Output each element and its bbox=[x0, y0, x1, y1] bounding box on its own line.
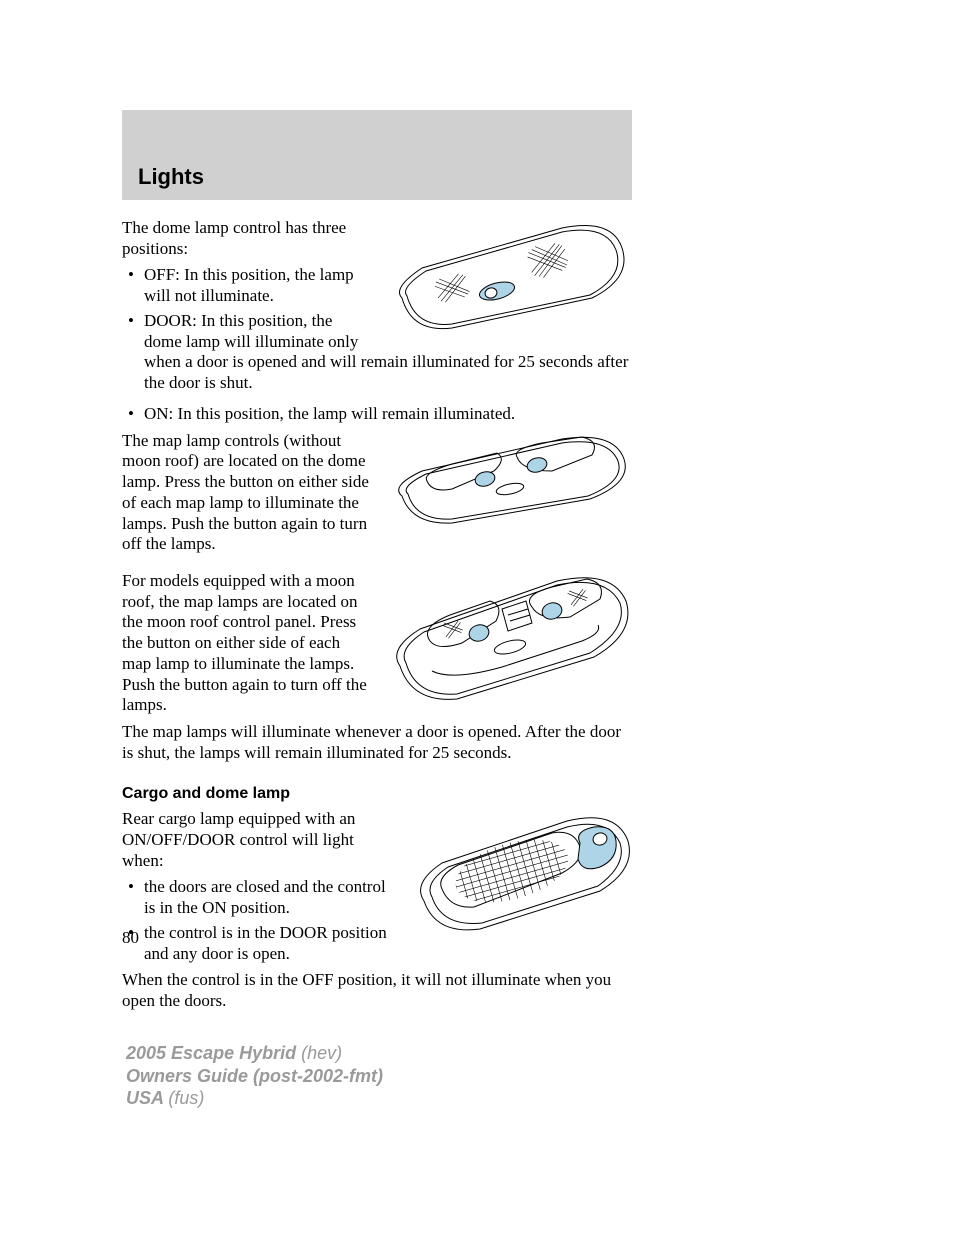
list-item: the control is in the DOOR position and … bbox=[122, 923, 632, 964]
list-item: ON: In this position, the lamp will rema… bbox=[122, 404, 632, 425]
footer-code-2: (fus) bbox=[168, 1088, 204, 1108]
footer-code-1: (hev) bbox=[301, 1043, 342, 1063]
list-item: the doors are closed and the control is … bbox=[122, 877, 632, 918]
doc-footer: 2005 Escape Hybrid (hev) Owners Guide (p… bbox=[126, 1042, 383, 1110]
page-content: The dome lamp control has three position… bbox=[122, 218, 632, 1018]
position-list-cont: ON: In this position, the lamp will rema… bbox=[122, 404, 632, 425]
footer-region: USA bbox=[126, 1088, 168, 1108]
footer-model: 2005 Escape Hybrid bbox=[126, 1043, 301, 1063]
moonroof-text-2: The map lamps will illuminate whenever a… bbox=[122, 722, 632, 763]
moonroof-panel-illustration bbox=[382, 571, 632, 711]
section-title: Lights bbox=[138, 164, 204, 190]
footer-line-1: 2005 Escape Hybrid (hev) bbox=[126, 1042, 383, 1065]
footer-line-3: USA (fus) bbox=[126, 1087, 383, 1110]
footer-line-2: Owners Guide (post-2002-fmt) bbox=[126, 1065, 383, 1088]
list-item: DOOR: In this position, the dome lamp wi… bbox=[122, 311, 632, 394]
page-number: 80 bbox=[122, 928, 139, 948]
position-list: OFF: In this position, the lamp will not… bbox=[122, 265, 632, 393]
map-lamp-illustration bbox=[382, 431, 632, 531]
cargo-lamp-illustration bbox=[402, 809, 632, 939]
cargo-off-text: When the control is in the OFF position,… bbox=[122, 970, 632, 1011]
section-header: Lights bbox=[122, 110, 632, 200]
list-item: OFF: In this position, the lamp will not… bbox=[122, 265, 632, 306]
cargo-lamp-heading: Cargo and dome lamp bbox=[122, 784, 632, 804]
